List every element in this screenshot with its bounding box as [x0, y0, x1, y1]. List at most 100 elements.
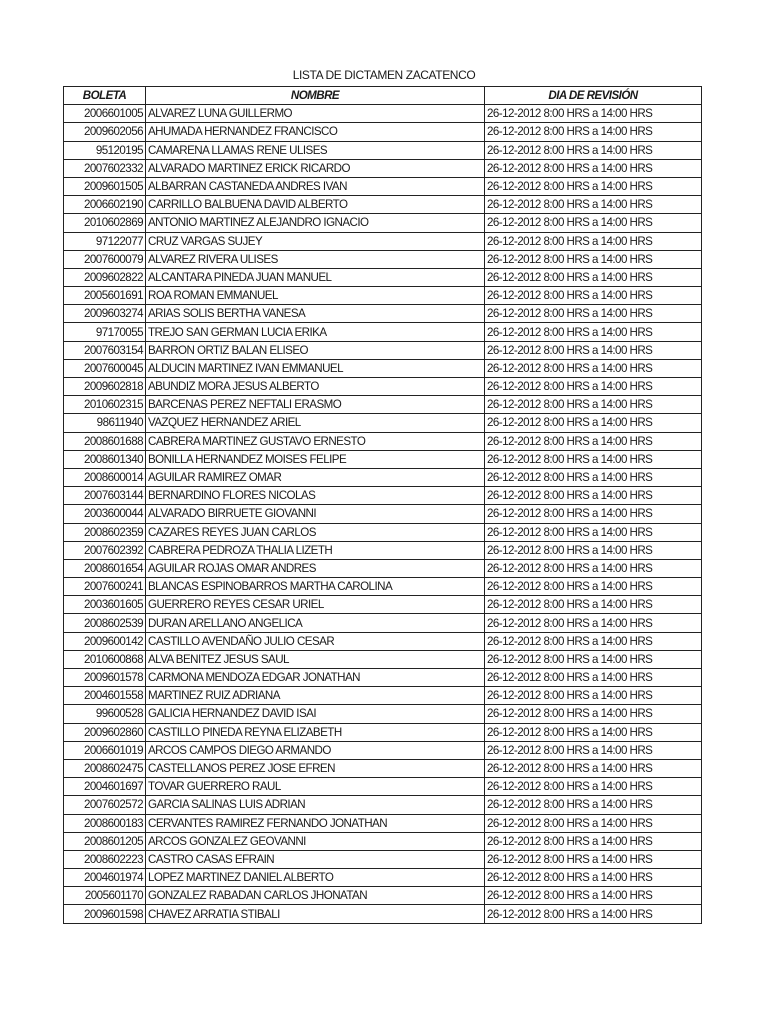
dia-revision-cell: 26-12-2012 8:00 HRS a 14:00 HRS: [484, 486, 702, 506]
dia-revision-cell: 26-12-2012 8:00 HRS a 14:00 HRS: [484, 231, 702, 251]
table-row: 2004601558 MARTINEZ RUIZ ADRIANA 26-12-201…: [63, 686, 702, 706]
nombre-cell: AGUILAR ROJAS OMAR ANDRES: [145, 558, 485, 579]
dictamen-table: BOLETA NOMBRE DIA DE REVISIÓN 2006601005…: [63, 85, 702, 924]
boleta-cell: 2010600868: [63, 649, 146, 670]
boleta-cell: 95120195: [63, 140, 146, 160]
table-row: 2007603154 BARRON ORTIZ BALAN ELISEO 26-12…: [63, 340, 702, 360]
nombre-cell: CHAVEZ ARRATIA STIBALI: [145, 904, 485, 924]
table-row: 97122077 CRUZ VARGAS SUJEY 26-12-2012 8:00…: [63, 231, 702, 251]
dia-revision-cell: 26-12-2012 8:00 HRS a 14:00 HRS: [484, 213, 702, 233]
boleta-cell: 2009602860: [63, 722, 146, 742]
table-row: 2008602223 CASTRO CASAS EFRAIN 26-12-2012 …: [63, 849, 702, 870]
table-row: 95120195 CAMARENA LLAMAS RENE ULISES 26-12…: [63, 140, 702, 160]
table-row: 2007602392 CABRERA PEDROZA THALIA LIZETH 2…: [63, 540, 702, 560]
nombre-cell: ALCANTARA PINEDA JUAN MANUEL: [145, 267, 485, 288]
table-row: 2010602869 ANTONIO MARTINEZ ALEJANDRO IGN…: [63, 213, 702, 233]
boleta-cell: 2004601697: [63, 777, 146, 797]
boleta-cell: 2008600183: [63, 813, 146, 833]
dia-revision-cell: 26-12-2012 8:00 HRS a 14:00 HRS: [484, 267, 702, 288]
table-row: 2005601170 GONZALEZ RABADAN CARLOS JHONAT…: [63, 886, 702, 906]
boleta-cell: 2009602822: [63, 267, 146, 288]
boleta-cell: 2007602572: [63, 795, 146, 815]
boleta-cell: 2007600079: [63, 249, 146, 269]
boleta-cell: 2005601691: [63, 286, 146, 306]
table-row: 2007602572 GARCIA SALINAS LUIS ADRIAN 26-1…: [63, 795, 702, 815]
dia-revision-cell: 26-12-2012 8:00 HRS a 14:00 HRS: [484, 176, 702, 197]
dia-revision-cell: 26-12-2012 8:00 HRS a 14:00 HRS: [484, 649, 702, 670]
dia-revision-cell: 26-12-2012 8:00 HRS a 14:00 HRS: [484, 849, 702, 870]
nombre-cell: ALBARRAN CASTANEDA ANDRES IVAN: [145, 176, 485, 197]
nombre-cell: CERVANTES RAMIREZ FERNANDO JONATHAN: [145, 813, 485, 833]
nombre-cell: ALDUCIN MARTINEZ IVAN EMMANUEL: [145, 358, 485, 379]
dia-revision-cell: 26-12-2012 8:00 HRS a 14:00 HRS: [484, 722, 702, 742]
nombre-cell: CASTRO CASAS EFRAIN: [145, 849, 485, 870]
table-row: 2009603274 ARIAS SOLIS BERTHA VANESA 26-12…: [63, 304, 702, 324]
table-body: 2006601005 ALVAREZ LUNA GUILLERMO 26-12-20…: [63, 104, 702, 924]
boleta-cell: 2008602223: [63, 849, 146, 870]
nombre-cell: ALVARADO MARTINEZ ERICK RICARDO: [145, 158, 485, 178]
boleta-cell: 2007603154: [63, 340, 146, 360]
dia-revision-cell: 26-12-2012 8:00 HRS a 14:00 HRS: [484, 831, 702, 851]
boleta-cell: 2009601505: [63, 176, 146, 197]
boleta-cell: 97122077: [63, 231, 146, 251]
table-row: 2008602475 CASTELLANOS PEREZ JOSE EFREN 26…: [63, 758, 702, 779]
table-row: 2007600241 BLANCAS ESPINOBARROS MARTHA CA…: [63, 577, 702, 597]
table-row: 2006601019 ARCOS CAMPOS DIEGO ARMANDO 26-1…: [63, 740, 702, 760]
nombre-cell: GONZALEZ RABADAN CARLOS JHONATAN: [145, 886, 485, 906]
dia-revision-cell: 26-12-2012 8:00 HRS a 14:00 HRS: [484, 413, 702, 433]
boleta-cell: 2008600014: [63, 467, 146, 488]
boleta-cell: 2003601605: [63, 595, 146, 615]
table-row: 2007600045 ALDUCIN MARTINEZ IVAN EMMANUEL…: [63, 358, 702, 379]
table-row: 98611940 VAZQUEZ HERNANDEZ ARIEL 26-12-201…: [63, 413, 702, 433]
dia-revision-cell: 26-12-2012 8:00 HRS a 14:00 HRS: [484, 504, 702, 524]
table-row: 2009602818 ABUNDIZ MORA JESUS ALBERTO 26-1…: [63, 376, 702, 397]
column-header-nombre: NOMBRE: [145, 85, 485, 106]
nombre-cell: LOPEZ MARTINEZ DANIEL ALBERTO: [145, 868, 485, 888]
dia-revision-cell: 26-12-2012 8:00 HRS a 14:00 HRS: [484, 777, 702, 797]
boleta-cell: 2008602539: [63, 613, 146, 633]
dia-revision-cell: 26-12-2012 8:00 HRS a 14:00 HRS: [484, 322, 702, 342]
table-row: 2006602190 CARRILLO BALBUENA DAVID ALBERT…: [63, 195, 702, 215]
boleta-cell: 2008602359: [63, 522, 146, 542]
table-row: 2009602056 AHUMADA HERNANDEZ FRANCISCO 26-…: [63, 122, 702, 142]
nombre-cell: BONILLA HERNANDEZ MOISES FELIPE: [145, 449, 485, 469]
boleta-cell: 98611940: [63, 413, 146, 433]
nombre-cell: DURAN ARELLANO ANGELICA: [145, 613, 485, 633]
nombre-cell: GARCIA SALINAS LUIS ADRIAN: [145, 795, 485, 815]
table-row: 2008601340 BONILLA HERNANDEZ MOISES FELIP…: [63, 449, 702, 469]
dia-revision-cell: 26-12-2012 8:00 HRS a 14:00 HRS: [484, 104, 702, 124]
table-row: 2007600079 ALVAREZ RIVERA ULISES 26-12-201…: [63, 249, 702, 269]
dia-revision-cell: 26-12-2012 8:00 HRS a 14:00 HRS: [484, 595, 702, 615]
table-row: 2008601688 CABRERA MARTINEZ GUSTAVO ERNES…: [63, 431, 702, 451]
boleta-cell: 2006601005: [63, 104, 146, 124]
dia-revision-cell: 26-12-2012 8:00 HRS a 14:00 HRS: [484, 376, 702, 397]
boleta-cell: 2003600044: [63, 504, 146, 524]
boleta-cell: 2007602332: [63, 158, 146, 178]
document-title: LISTA DE DICTAMEN ZACATENCO: [292, 68, 476, 82]
table-row: 97170055 TREJO SAN GERMAN LUCIA ERIKA 26-1…: [63, 322, 702, 342]
nombre-cell: VAZQUEZ HERNANDEZ ARIEL: [145, 413, 485, 433]
dia-revision-cell: 26-12-2012 8:00 HRS a 14:00 HRS: [484, 467, 702, 488]
nombre-cell: CASTELLANOS PEREZ JOSE EFREN: [145, 758, 485, 779]
boleta-cell: 2009603274: [63, 304, 146, 324]
table-row: 2003600044 ALVARADO BIRRUETE GIOVANNI 26-1…: [63, 504, 702, 524]
boleta-cell: 2009601578: [63, 667, 146, 688]
table-row: 2008601654 AGUILAR ROJAS OMAR ANDRES 26-12…: [63, 558, 702, 579]
boleta-cell: 2010602315: [63, 395, 146, 415]
boleta-cell: 2009601598: [63, 904, 146, 924]
nombre-cell: CAMARENA LLAMAS RENE ULISES: [145, 140, 485, 160]
dia-revision-cell: 26-12-2012 8:00 HRS a 14:00 HRS: [484, 868, 702, 888]
dia-revision-cell: 26-12-2012 8:00 HRS a 14:00 HRS: [484, 122, 702, 142]
dia-revision-cell: 26-12-2012 8:00 HRS a 14:00 HRS: [484, 431, 702, 451]
boleta-cell: 2007600045: [63, 358, 146, 379]
table-row: 2009601505 ALBARRAN CASTANEDA ANDRES IVAN…: [63, 176, 702, 197]
nombre-cell: TOVAR GUERRERO RAUL: [145, 777, 485, 797]
boleta-cell: 2010602869: [63, 213, 146, 233]
dia-revision-cell: 26-12-2012 8:00 HRS a 14:00 HRS: [484, 140, 702, 160]
nombre-cell: ALVA BENITEZ JESUS SAUL: [145, 649, 485, 670]
nombre-cell: ALVAREZ LUNA GUILLERMO: [145, 104, 485, 124]
nombre-cell: CARRILLO BALBUENA DAVID ALBERTO: [145, 195, 485, 215]
table-row: 2009601578 CARMONA MENDOZA EDGAR JONATHAN…: [63, 667, 702, 688]
dia-revision-cell: 26-12-2012 8:00 HRS a 14:00 HRS: [484, 613, 702, 633]
nombre-cell: CASTILLO AVENDAÑO JULIO CESAR: [145, 631, 485, 651]
